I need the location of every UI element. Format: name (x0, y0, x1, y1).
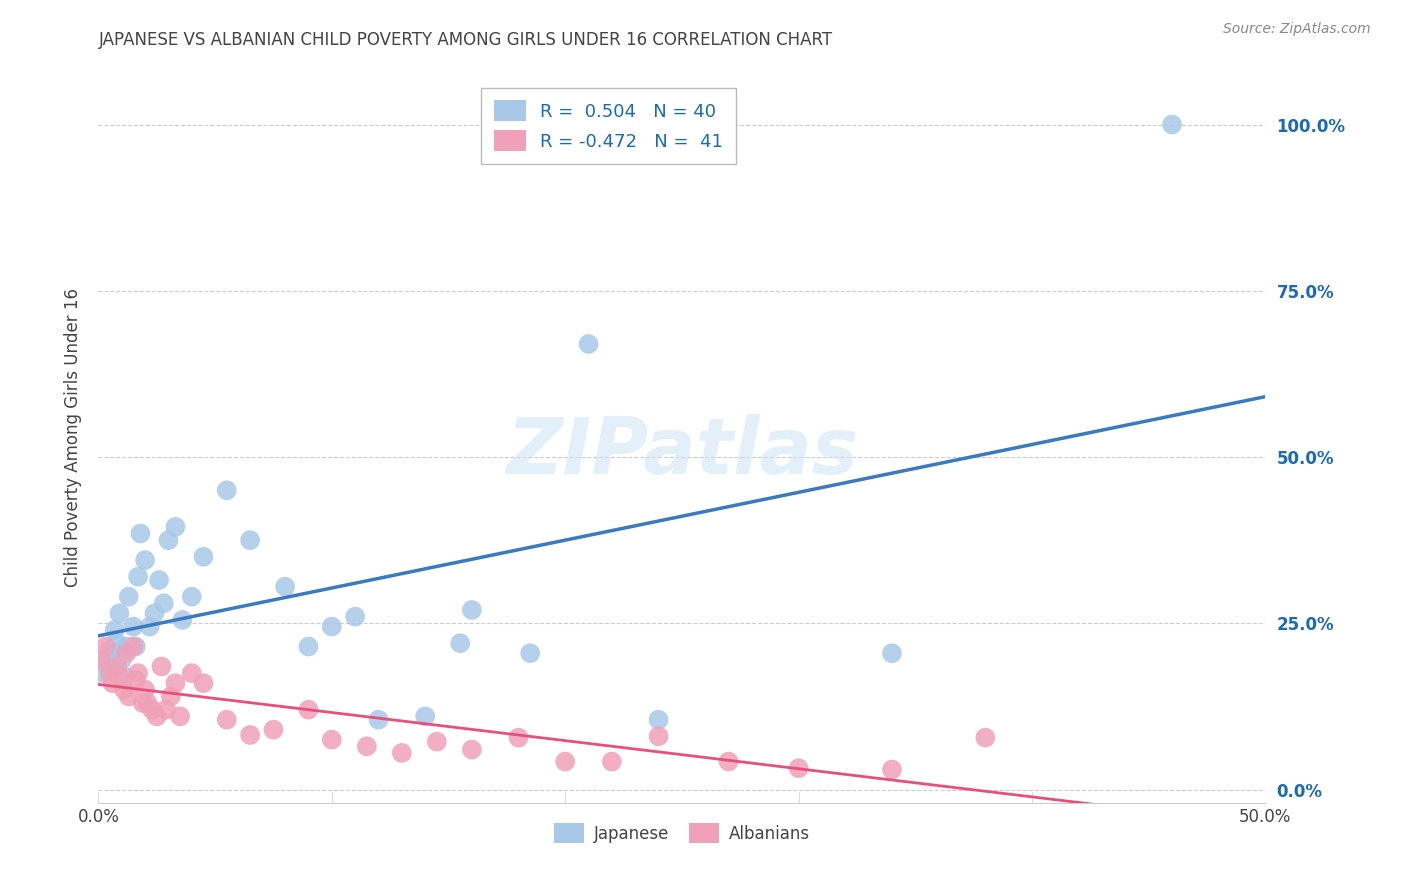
Point (127, 666, 149, 681)
Legend: Japanese, Albanians: Japanese, Albanians (547, 817, 817, 849)
Point (143, 607, 166, 621)
Point (94, 640, 117, 654)
Point (647, 713, 669, 727)
Point (367, 713, 389, 727)
Point (108, 607, 131, 621)
Point (193, 676, 215, 690)
Point (239, 728, 262, 742)
Point (600, 755, 623, 769)
Point (193, 549, 215, 564)
Point (449, 636, 471, 650)
Text: JAPANESE VS ALBANIAN CHILD POVERTY AMONG GIRLS UNDER 16 CORRELATION CHART: JAPANESE VS ALBANIAN CHILD POVERTY AMONG… (98, 31, 832, 49)
Point (139, 619, 162, 633)
Point (127, 570, 149, 584)
Point (157, 533, 180, 548)
Point (125, 673, 148, 687)
Point (115, 640, 138, 654)
Point (344, 609, 367, 624)
Point (129, 526, 152, 541)
Point (787, 761, 810, 775)
Text: Source: ZipAtlas.com: Source: ZipAtlas.com (1223, 22, 1371, 37)
Point (148, 573, 170, 587)
Point (172, 613, 194, 627)
Point (159, 690, 181, 704)
Point (98, 666, 121, 681)
Point (122, 640, 145, 654)
Point (134, 682, 156, 697)
Point (519, 646, 541, 660)
Point (554, 755, 576, 769)
Point (136, 696, 159, 710)
Point (647, 729, 669, 743)
Point (104, 623, 127, 637)
Point (262, 723, 284, 737)
Point (122, 619, 145, 633)
Point (880, 646, 903, 660)
Point (239, 533, 262, 548)
Point (105, 659, 128, 673)
Point (215, 713, 238, 727)
Point (97, 653, 120, 667)
Point (101, 676, 124, 690)
Point (132, 696, 155, 710)
Point (461, 603, 484, 617)
Point (1161, 118, 1184, 132)
Point (108, 669, 131, 683)
Point (974, 731, 997, 745)
Point (413, 709, 436, 723)
Point (165, 520, 187, 534)
Point (118, 690, 141, 704)
Point (105, 636, 128, 650)
Point (508, 731, 530, 745)
Point (134, 553, 156, 567)
Point (461, 742, 484, 756)
Point (150, 659, 173, 673)
Point (215, 483, 238, 498)
Point (155, 703, 177, 717)
Point (152, 596, 174, 610)
Point (146, 709, 169, 723)
Point (112, 669, 135, 683)
Point (321, 619, 343, 633)
Point (356, 739, 378, 754)
Point (391, 746, 413, 760)
Text: ZIPatlas: ZIPatlas (506, 414, 858, 490)
Point (90, 653, 112, 667)
Point (426, 734, 449, 748)
Point (112, 682, 135, 697)
Point (717, 755, 740, 769)
Point (321, 732, 343, 747)
Point (180, 590, 202, 604)
Point (297, 640, 319, 654)
Point (578, 337, 600, 351)
Point (165, 676, 187, 690)
Point (115, 646, 138, 660)
Point (91, 666, 114, 681)
Point (141, 703, 163, 717)
Point (169, 709, 191, 723)
Point (180, 666, 202, 681)
Point (880, 763, 903, 777)
Y-axis label: Child Poverty Among Girls Under 16: Child Poverty Among Girls Under 16 (63, 287, 82, 587)
Point (297, 703, 319, 717)
Point (101, 659, 124, 673)
Point (111, 653, 134, 667)
Point (125, 640, 148, 654)
Point (118, 590, 141, 604)
Point (274, 580, 297, 594)
Point (98, 643, 121, 657)
